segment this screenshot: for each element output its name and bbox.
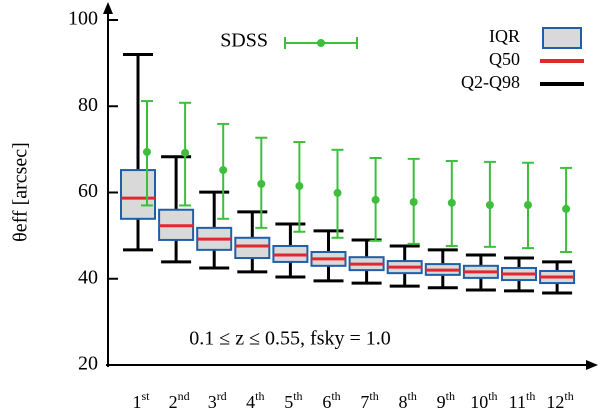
sdss-point bbox=[181, 148, 190, 157]
sdss-point bbox=[371, 195, 380, 204]
sdss-point bbox=[447, 198, 456, 207]
iqr-box bbox=[234, 236, 271, 260]
legend-label: SDSS bbox=[220, 30, 268, 52]
legend-label: Q50 bbox=[489, 49, 520, 69]
legend-label: IQR bbox=[489, 26, 520, 46]
sdss-point bbox=[333, 188, 342, 197]
x-tick-label: 3rd bbox=[208, 389, 227, 412]
sdss-point bbox=[143, 147, 151, 156]
x-tick-label: 2nd bbox=[169, 389, 190, 412]
sdss-point bbox=[409, 197, 418, 206]
sdss-point bbox=[562, 204, 571, 213]
legend-dot bbox=[317, 39, 325, 47]
x-axis-arrow bbox=[586, 360, 598, 370]
x-tick-label: 1st bbox=[132, 389, 150, 412]
x-tick-label: 7th bbox=[360, 389, 378, 412]
x-tick-label: 11th bbox=[509, 389, 536, 412]
x-tick-label: 8th bbox=[399, 389, 417, 412]
y-tick-label: 40 bbox=[78, 266, 98, 288]
x-tick-label: 6th bbox=[322, 389, 340, 412]
sdss-point bbox=[257, 179, 266, 188]
y-tick-label: 20 bbox=[78, 353, 98, 375]
sdss-point bbox=[485, 201, 494, 210]
iqr-box bbox=[120, 169, 156, 220]
x-tick-label: 12th bbox=[546, 389, 573, 412]
sdss-point bbox=[295, 182, 304, 191]
y-tick-label: 80 bbox=[78, 94, 98, 116]
x-tick-label: 5th bbox=[284, 389, 302, 412]
y-axis-arrow bbox=[103, 2, 113, 14]
y-tick-label: 60 bbox=[78, 180, 98, 202]
x-tick-label: 9th bbox=[437, 389, 455, 412]
x-tick-label: 10th bbox=[470, 389, 497, 412]
y-axis-label: θeff [arcsec] bbox=[10, 142, 32, 242]
sdss-point bbox=[524, 201, 532, 210]
x-tick-label: 4th bbox=[246, 389, 264, 412]
y-tick-label: 100 bbox=[68, 8, 98, 30]
sdss-point bbox=[219, 166, 228, 175]
legend-label: Q2-Q98 bbox=[461, 72, 520, 92]
annotation: 0.1 ≤ z ≤ 0.55, fsky = 1.0 bbox=[189, 328, 391, 350]
legend-box bbox=[542, 27, 582, 49]
